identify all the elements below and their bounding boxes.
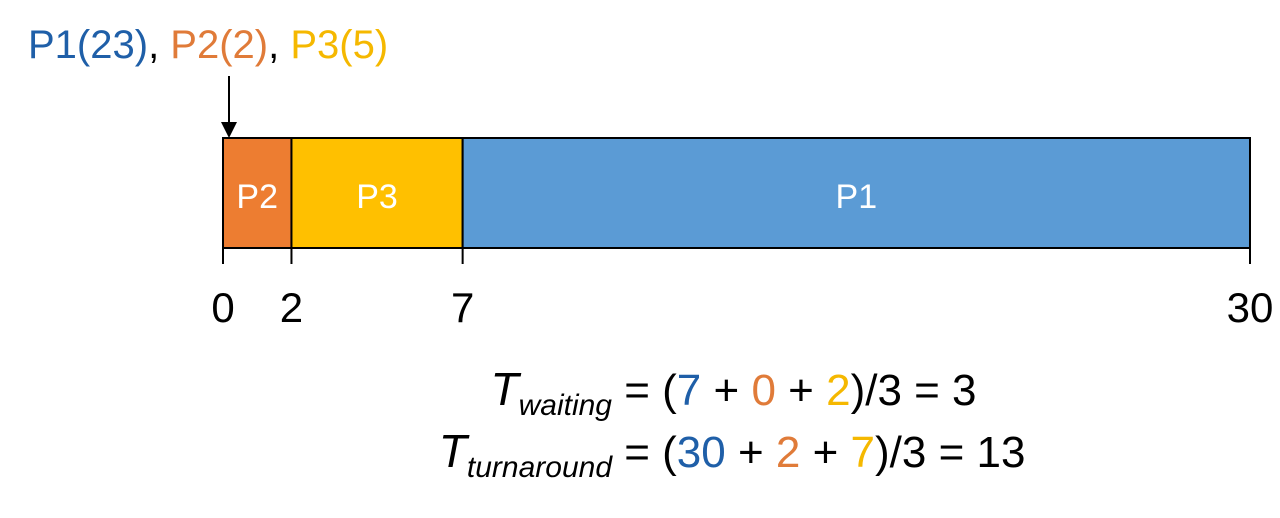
formula-part: = (: [612, 428, 677, 477]
formula-expression: = (7 + 0 + 2)/3 = 3: [612, 366, 977, 415]
title: P1(23), P2(2), P3(5): [28, 23, 388, 67]
formula-expression: = (30 + 2 + 7)/3 = 13: [612, 428, 1025, 477]
formula-part: +: [701, 366, 751, 415]
symbol: T: [439, 425, 470, 477]
title-part: P3(5): [290, 23, 388, 67]
formula-part: = (: [612, 366, 677, 415]
formula-part: 30: [677, 428, 726, 477]
title-part: ,: [268, 23, 290, 67]
formula-part: 7: [851, 428, 875, 477]
formula-part: +: [800, 428, 850, 477]
formula-part: 2: [776, 428, 800, 477]
segment-label: P2: [236, 178, 278, 216]
formula-symbol: Tturnaround: [439, 425, 614, 484]
formula-part: )/3 = 3: [851, 366, 977, 415]
segment: [290, 137, 464, 249]
formula-part: 0: [751, 366, 775, 415]
tick-label: 30: [1227, 284, 1274, 331]
formula-part: +: [726, 428, 776, 477]
tick-label: 2: [280, 284, 303, 331]
title-part: P2(2): [170, 23, 268, 67]
formula-symbol: Twaiting: [491, 363, 613, 422]
segment-label: P3: [356, 178, 398, 216]
formula-part: +: [776, 366, 826, 415]
segment: [461, 137, 1251, 249]
symbol: T: [491, 363, 522, 415]
subscript: turnaround: [467, 451, 613, 484]
segment-label: P1: [836, 178, 878, 216]
tick-label: 0: [211, 284, 234, 331]
tick-label: 7: [451, 284, 474, 331]
formula-part: )/3 = 13: [875, 428, 1025, 477]
title-part: ,: [148, 23, 170, 67]
arrow-head: [221, 122, 237, 138]
subscript: waiting: [519, 389, 613, 422]
formula-part: 2: [826, 366, 850, 415]
formula-part: 7: [677, 366, 701, 415]
title-part: P1(23): [28, 23, 148, 67]
